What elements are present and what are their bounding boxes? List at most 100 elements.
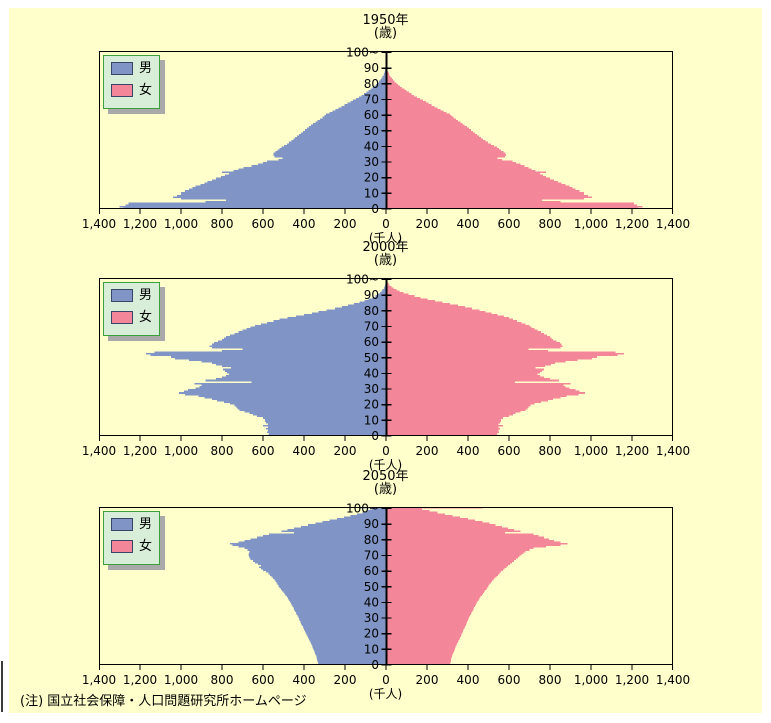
y-tick-label: 50	[364, 124, 379, 138]
y-tick-label: 10	[364, 186, 379, 200]
y-tick-label: 100~	[346, 273, 379, 287]
x-tick-label: 800	[210, 673, 234, 687]
x-tick-label: 1,400	[81, 217, 117, 231]
y-tick-label: 70	[364, 319, 379, 333]
y-tick-label: 20	[364, 627, 379, 641]
count-unit-label: (千人)	[368, 458, 403, 472]
x-axis-labels: 1,400 1,200 1,000 800 600 400 200 0 200 400 600 800…	[0, 674, 771, 688]
x-tick-label: 200	[333, 217, 357, 231]
x-tick-label: 0	[382, 444, 390, 458]
y-tick-label: 10	[364, 413, 379, 427]
y-tick-label: 30	[364, 611, 379, 625]
legend-male-row: 男	[111, 518, 157, 533]
y-tick-label: 100~	[346, 46, 379, 60]
y-tick-label: 0	[371, 658, 379, 672]
y-tick-label: 0	[371, 429, 379, 443]
x-tick-label: 400	[456, 217, 480, 231]
x-tick-label: 400	[292, 444, 316, 458]
y-tick-label: 90	[364, 61, 379, 75]
male-series	[230, 507, 386, 665]
y-tick-label: 30	[364, 382, 379, 396]
x-tick-label: 400	[456, 444, 480, 458]
x-tick-label: 1,200	[614, 444, 650, 458]
count-unit-label: (千人)	[368, 231, 403, 245]
legend-female-label: 女	[139, 310, 153, 325]
y-tick-label: 60	[364, 108, 379, 122]
x-tick-label: 600	[497, 673, 521, 687]
y-tick-label: 90	[364, 288, 379, 302]
legend-female-label: 女	[139, 539, 153, 554]
male-series	[146, 278, 386, 436]
left-edge-line	[1, 661, 3, 712]
y-tick-label: 60	[364, 335, 379, 349]
x-axis-labels: 1,400 1,200 1,000 800 600 400 200 0 200 400 600 800…	[0, 445, 771, 459]
x-tick-label: 200	[415, 444, 439, 458]
legend: 男女	[103, 282, 160, 336]
x-tick-label: 200	[415, 217, 439, 231]
y-tick-label: 80	[364, 77, 379, 91]
y-tick-label: 30	[364, 155, 379, 169]
y-tick-label: 50	[364, 351, 379, 365]
chart-title: 1950年	[362, 13, 409, 28]
pyramid-chart-3: 2050年 (歳) 0 10 20 30 40 50 60 70 80 90 100~ 1,400 1,20…	[0, 470, 771, 701]
y-tick-label: 80	[364, 304, 379, 318]
x-tick-label: 400	[292, 217, 316, 231]
x-tick-label: 1,400	[81, 444, 117, 458]
y-tick-label: 40	[364, 139, 379, 153]
x-tick-label: 1,000	[163, 444, 199, 458]
source-note: (注) 国立社会保障・人口問題研究所ホームページ	[20, 694, 307, 709]
legend-female-swatch	[111, 311, 133, 324]
chart-title: 2000年	[362, 240, 409, 255]
x-axis-labels: 1,400 1,200 1,000 800 600 400 200 0 200 400 600 800…	[0, 218, 771, 232]
legend-male-swatch	[111, 518, 133, 531]
y-tick-label: 80	[364, 533, 379, 547]
legend-female-row: 女	[111, 311, 157, 326]
x-tick-label: 600	[251, 673, 275, 687]
female-series	[386, 51, 643, 209]
legend-male-row: 男	[111, 289, 157, 304]
y-tick-label: 20	[364, 171, 379, 185]
x-tick-label: 0	[382, 217, 390, 231]
age-unit-label: (歳)	[373, 26, 398, 41]
age-unit-label: (歳)	[373, 482, 398, 497]
pyramid-chart-1: 1950年 (歳) 0 10 20 30 40 50 60 70 80 90 100~ 1,400 1,20…	[0, 14, 771, 245]
x-tick-label: 1,000	[573, 444, 609, 458]
x-tick-label: 600	[251, 444, 275, 458]
x-tick-label: 800	[538, 217, 562, 231]
x-tick-label: 1,400	[655, 444, 691, 458]
x-tick-label: 1,200	[614, 673, 650, 687]
legend-female-row: 女	[111, 84, 157, 99]
x-tick-label: 400	[292, 673, 316, 687]
y-tick-label: 70	[364, 548, 379, 562]
y-tick-label: 70	[364, 92, 379, 106]
legend-female-swatch	[111, 540, 133, 553]
x-tick-label: 200	[333, 444, 357, 458]
legend-female-label: 女	[139, 83, 153, 98]
x-tick-label: 1,000	[163, 217, 199, 231]
x-tick-label: 400	[456, 673, 480, 687]
male-series	[119, 51, 386, 209]
y-tick-label: 50	[364, 580, 379, 594]
y-tick-label: 100~	[346, 502, 379, 516]
chart-title: 2050年	[362, 469, 409, 484]
x-tick-label: 800	[210, 217, 234, 231]
age-unit-label: (歳)	[373, 253, 398, 268]
y-tick-label: 0	[371, 202, 379, 216]
x-tick-label: 200	[333, 673, 357, 687]
x-tick-label: 1,000	[573, 217, 609, 231]
y-tick-label: 20	[364, 398, 379, 412]
y-tick-label: 90	[364, 517, 379, 531]
x-tick-label: 600	[497, 444, 521, 458]
pyramid-chart-2: 2000年 (歳) 0 10 20 30 40 50 60 70 80 90 100~ 1,400 1,20…	[0, 241, 771, 472]
y-tick-label: 10	[364, 642, 379, 656]
x-tick-label: 1,400	[81, 673, 117, 687]
x-tick-label: 800	[538, 673, 562, 687]
legend: 男女	[103, 511, 160, 565]
legend: 男女	[103, 55, 160, 109]
y-tick-label: 60	[364, 564, 379, 578]
x-tick-label: 1,000	[163, 673, 199, 687]
